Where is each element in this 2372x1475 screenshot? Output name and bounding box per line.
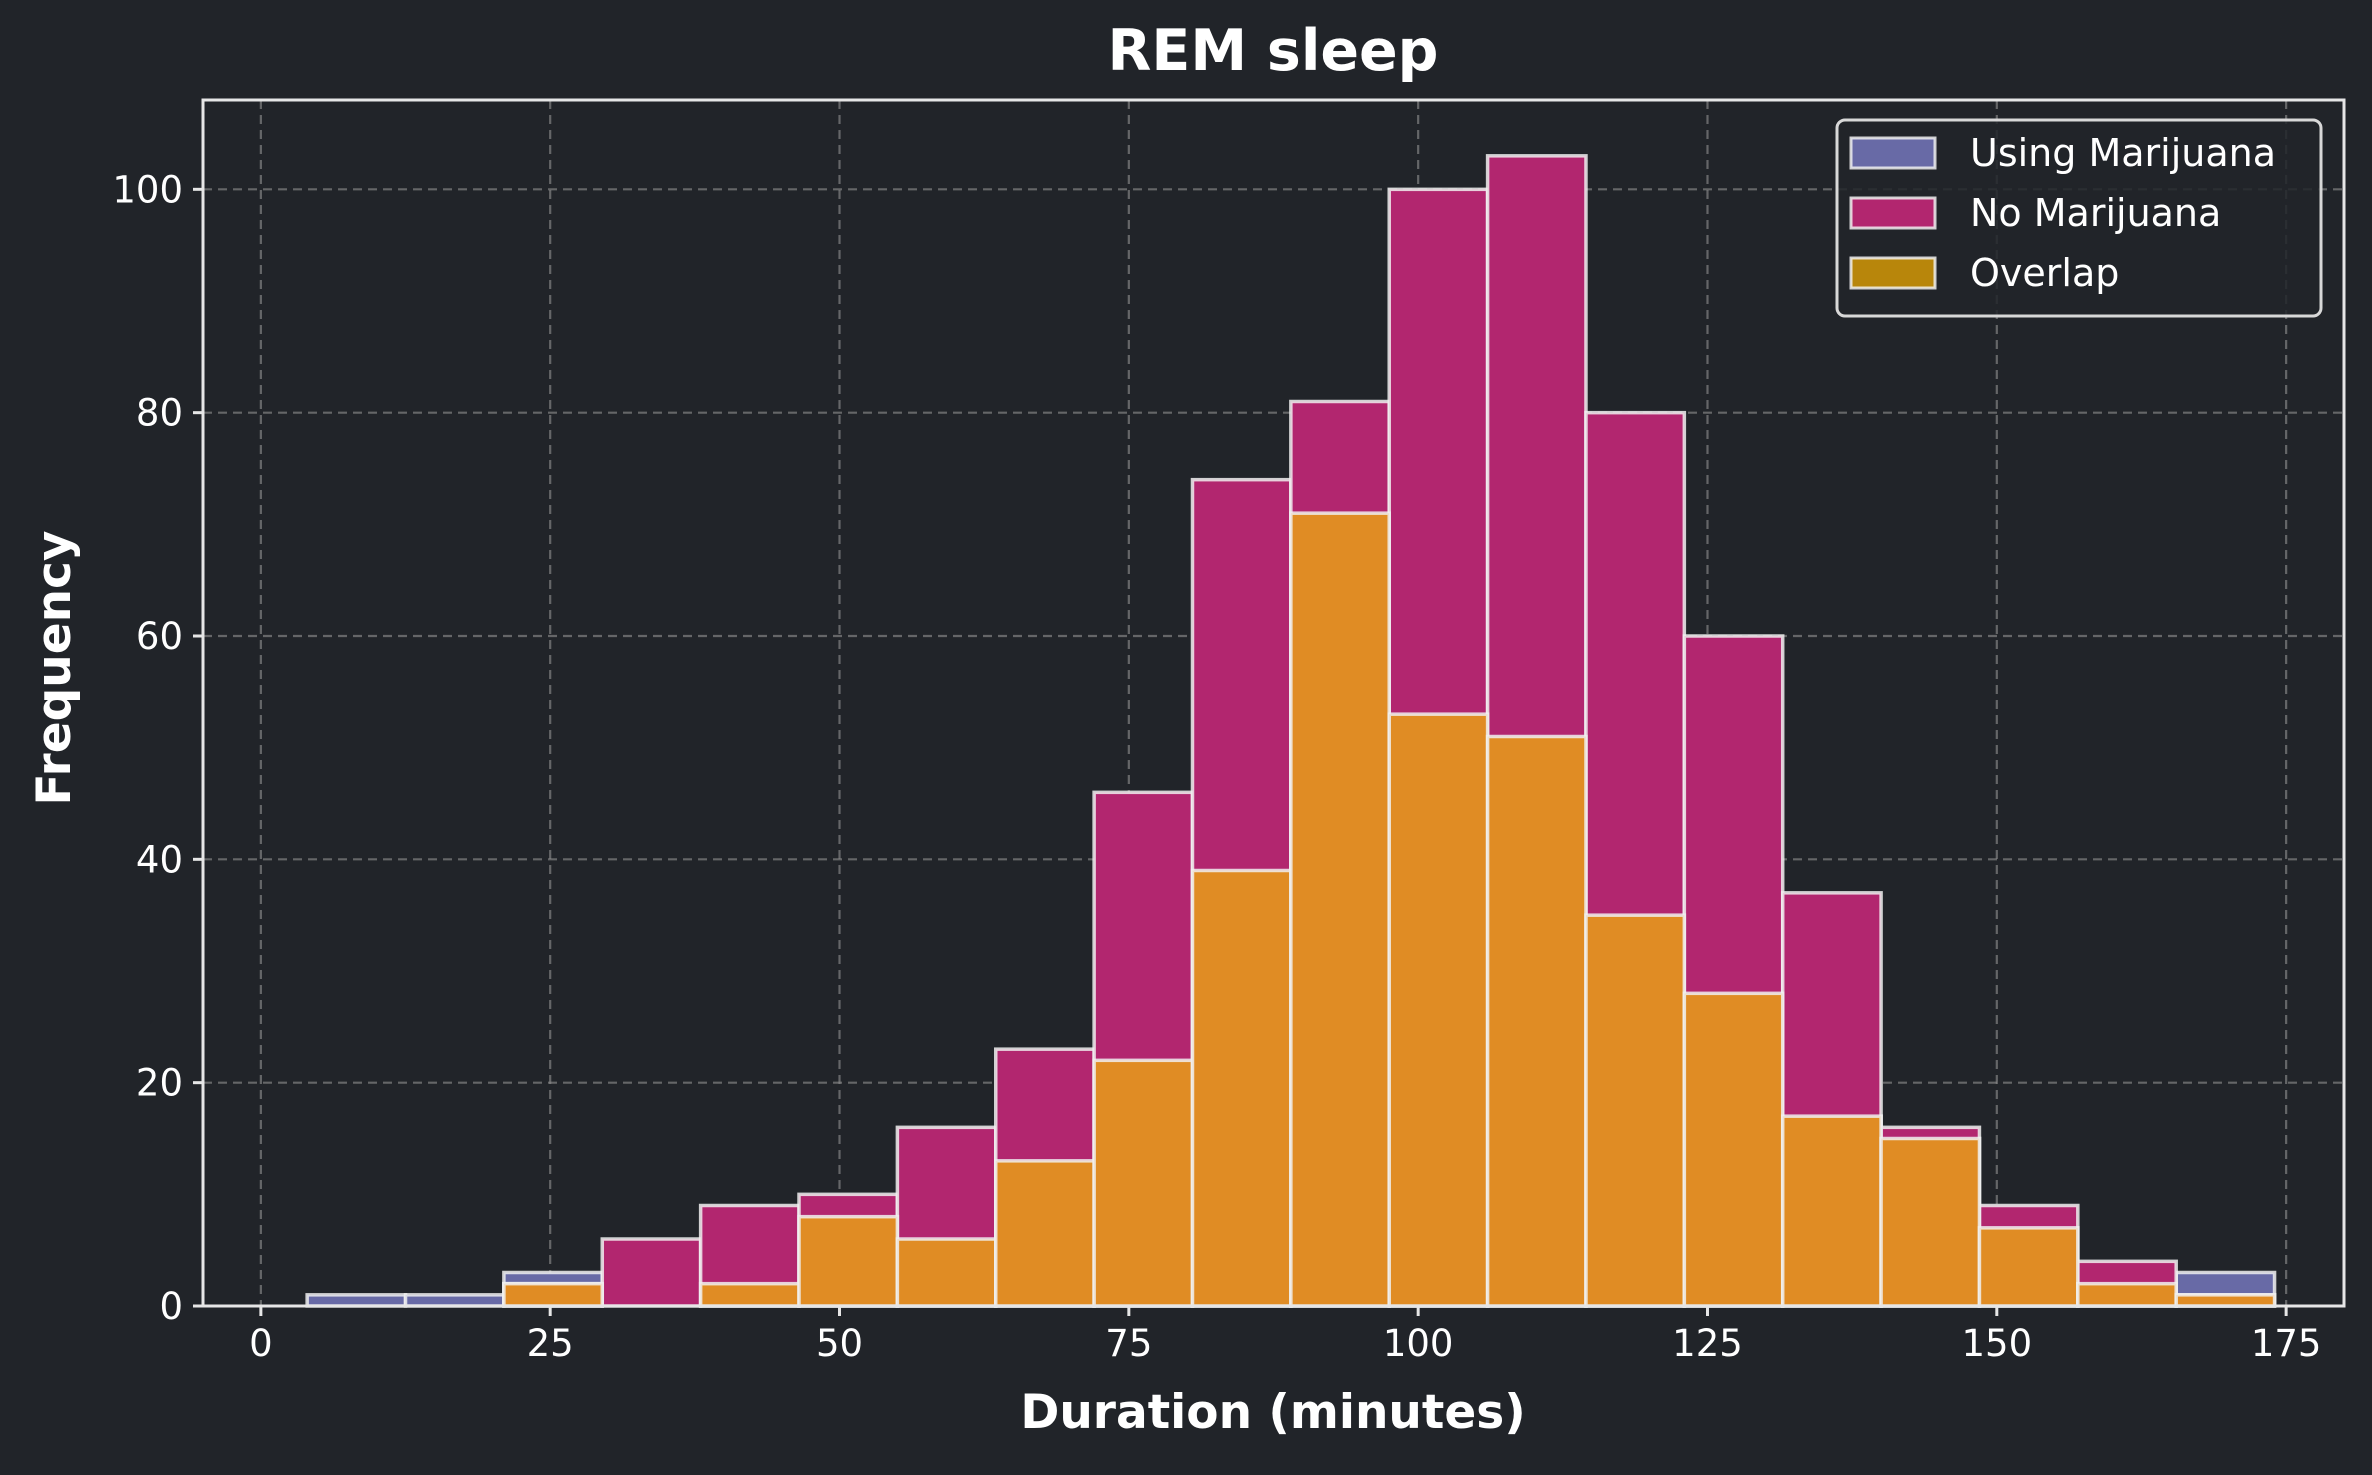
chart-title: REM sleep: [1108, 18, 1439, 84]
bar-using-marijuana: [305, 1293, 408, 1308]
bar-overlap: [698, 1281, 801, 1308]
y-tick-label: 100: [112, 168, 183, 211]
tick-layer: 0 25 50 75 100 125 150 175 0 20 40 60 80 100: [112, 168, 2321, 1365]
y-tick-label: 20: [136, 1062, 183, 1105]
x-tick-label: 175: [2251, 1322, 2322, 1365]
legend-items: Using Marijuana No Marijuana Overlap: [1849, 131, 2276, 295]
bar-overlap: [2174, 1293, 2277, 1308]
plot-frame: [201, 98, 2346, 1308]
y-tick-label: 40: [136, 838, 183, 881]
legend-swatch: [1849, 196, 1937, 230]
x-tick-label: 125: [1672, 1322, 1743, 1365]
legend-label: Overlap: [1970, 251, 2119, 295]
bar-overlap: [1387, 712, 1490, 1308]
bar-overlap: [502, 1281, 605, 1308]
y-axis-label: Frequency: [27, 530, 82, 805]
bar-overlap: [1977, 1226, 2080, 1308]
legend-swatch: [1849, 256, 1937, 290]
bar-overlap: [1289, 511, 1391, 1308]
x-tick-label: 0: [249, 1322, 273, 1365]
legend: Using Marijuana No Marijuana Overlap: [1835, 118, 2323, 318]
x-tick-label: 25: [527, 1322, 574, 1365]
legend-label: No Marijuana: [1970, 191, 2221, 235]
bar-overlap: [1780, 1114, 1883, 1308]
bar-overlap: [1485, 734, 1588, 1308]
bar-overlap: [1584, 913, 1687, 1308]
y-tick-label: 0: [159, 1285, 183, 1328]
legend-swatch: [1849, 136, 1937, 170]
bar-overlap: [1682, 991, 1785, 1308]
bar-overlap: [895, 1237, 998, 1308]
bar-overlap: [993, 1159, 1096, 1308]
y-tick-label: 80: [136, 392, 183, 435]
bar-overlap: [797, 1214, 900, 1308]
legend-box: [1835, 118, 2323, 318]
bar-overlap: [2076, 1281, 2178, 1308]
bar-overlap: [1879, 1136, 1982, 1308]
bar-no-marijuana: [600, 1237, 703, 1308]
legend-label: Using Marijuana: [1970, 131, 2276, 175]
x-tick-label: 50: [816, 1322, 863, 1365]
bar-overlap: [1190, 868, 1293, 1308]
bar-layer: [305, 154, 2277, 1308]
bar-overlap: [1092, 1058, 1195, 1308]
bar-using-marijuana: [403, 1293, 506, 1308]
x-axis-label: Duration (minutes): [1020, 1385, 1525, 1440]
x-tick-label: 150: [1961, 1322, 2032, 1365]
y-tick-label: 60: [136, 615, 183, 658]
x-tick-label: 100: [1383, 1322, 1454, 1365]
x-tick-label: 75: [1105, 1322, 1152, 1365]
